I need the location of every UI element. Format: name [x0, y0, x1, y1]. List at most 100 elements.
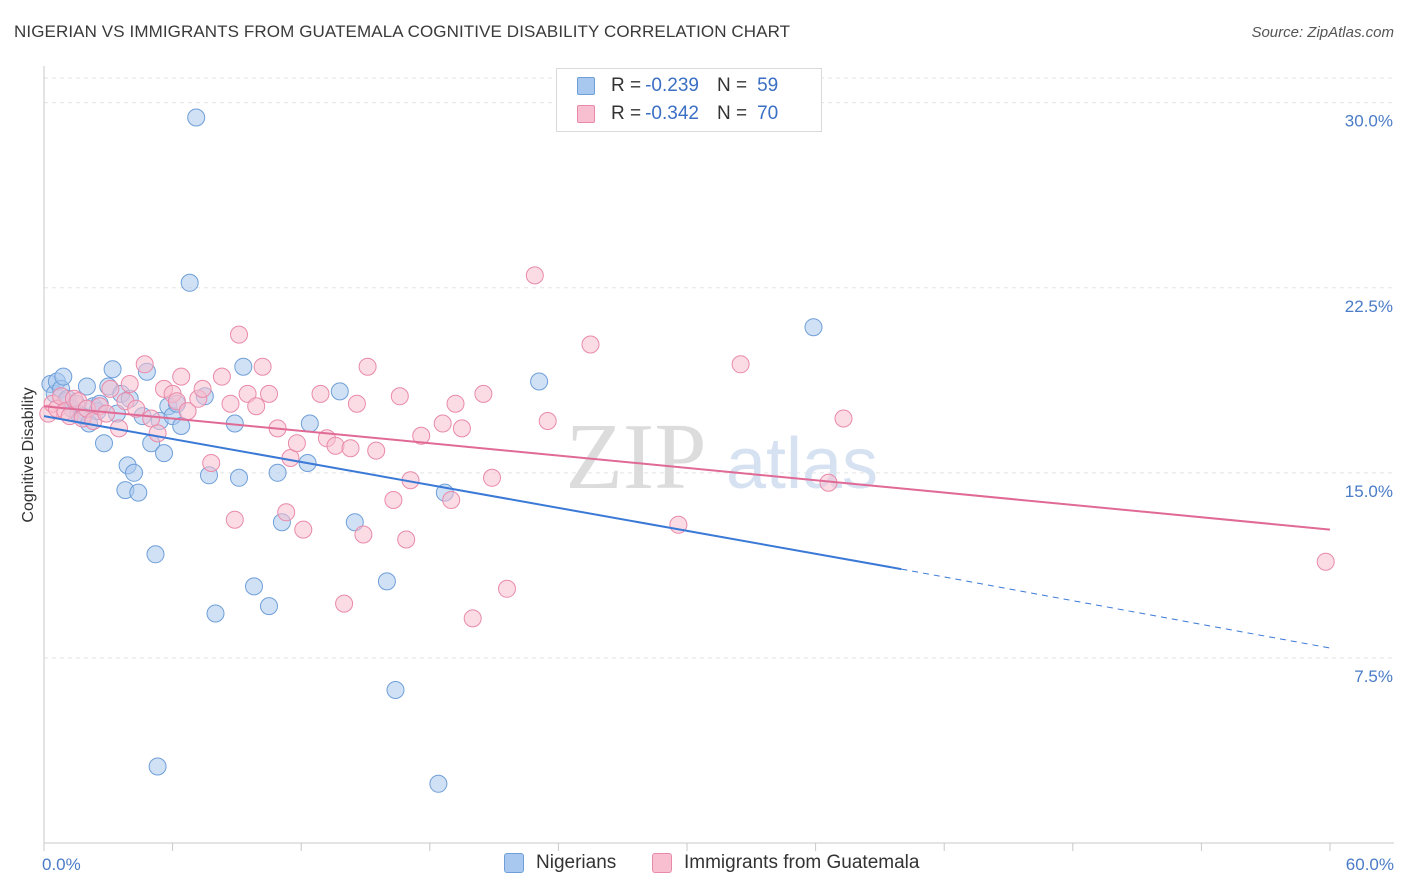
legend-item-guatemala[interactable]: Immigrants from Guatemala — [652, 852, 919, 874]
data-point — [247, 397, 266, 416]
data-point — [245, 577, 263, 596]
data-point — [95, 434, 113, 453]
y-tick-label: 15.0% — [1345, 482, 1393, 501]
data-point — [581, 335, 600, 354]
chart-title: NIGERIAN VS IMMIGRANTS FROM GUATEMALA CO… — [14, 22, 791, 41]
legend-row-guatemala: R = -0.342 N = 70 — [577, 100, 778, 128]
data-point — [77, 377, 96, 396]
data-point — [412, 426, 431, 445]
data-point — [335, 594, 354, 613]
data-point — [452, 419, 471, 438]
data-point — [193, 379, 212, 398]
data-point — [345, 513, 364, 532]
data-point — [1316, 552, 1335, 571]
data-point — [384, 491, 403, 509]
data-point — [125, 463, 143, 482]
data-point — [294, 520, 313, 539]
data-point — [172, 417, 191, 435]
data-point — [347, 394, 366, 413]
legend-n-value: 59 — [757, 75, 779, 96]
data-point — [834, 409, 853, 428]
data-point — [804, 318, 823, 337]
legend-r-value: -0.239 — [645, 75, 699, 96]
data-point — [135, 355, 154, 374]
data-point — [397, 530, 416, 549]
legend-label-guatemala: Immigrants from Guatemala — [684, 852, 920, 873]
data-point — [212, 367, 231, 386]
legend-r-value: -0.342 — [645, 103, 699, 124]
data-point — [311, 384, 330, 403]
data-point — [148, 424, 167, 443]
data-point — [530, 372, 549, 391]
tick-labels: 7.5% 15.0% 22.5% 30.0% 0.0% 60.0% — [42, 112, 1394, 874]
data-point — [377, 572, 396, 591]
data-point — [268, 463, 287, 482]
legend-swatch-nigerians — [504, 853, 524, 873]
data-point — [300, 414, 319, 433]
data-point — [326, 436, 345, 455]
data-point — [260, 384, 278, 403]
data-point — [463, 609, 482, 628]
data-point — [429, 774, 448, 793]
data-point — [341, 439, 360, 458]
legend-n-label: N = — [716, 103, 748, 124]
data-point — [442, 491, 461, 509]
watermark-atlas: atlas — [726, 424, 878, 504]
trend-extension-nigerians — [901, 568, 1331, 649]
data-point — [253, 357, 272, 376]
data-point — [234, 357, 253, 376]
y-tick-label: 30.0% — [1345, 112, 1393, 131]
data-point — [172, 367, 191, 386]
data-point — [446, 394, 465, 413]
legend-swatch-pink — [577, 105, 595, 123]
data-point — [238, 384, 257, 403]
legend-item-nigerians[interactable]: Nigerians — [504, 852, 616, 874]
data-point — [202, 454, 221, 472]
chart-source: Source: ZipAtlas.com — [1251, 24, 1394, 41]
data-point — [483, 468, 501, 487]
data-point — [120, 375, 139, 393]
data-point — [142, 409, 161, 428]
data-point — [180, 273, 199, 292]
y-axis-label: Cognitive Disability — [20, 387, 37, 522]
data-point — [390, 387, 409, 406]
legend-swatch-guatemala — [652, 853, 672, 873]
stats-legend: R = -0.239 N = 59 R = -0.342 N = 70 — [556, 68, 822, 132]
data-point — [277, 503, 296, 522]
data-point — [103, 360, 122, 379]
legend-r-label: R = — [611, 103, 642, 124]
data-points — [39, 108, 1335, 793]
series-legend: Nigerians Immigrants from Guatemala — [0, 852, 1406, 878]
data-point — [538, 412, 557, 430]
legend-n-value: 70 — [757, 103, 779, 124]
legend-row-nigerians: R = -0.239 N = 59 — [577, 72, 778, 100]
legend-r-label: R = — [611, 75, 642, 96]
axes — [43, 66, 1394, 851]
data-point — [367, 441, 386, 460]
data-point — [386, 681, 405, 699]
series-guatemala — [39, 266, 1335, 628]
data-point — [127, 399, 146, 418]
trend-lines — [43, 405, 1331, 649]
data-point — [498, 579, 516, 598]
data-point — [731, 355, 750, 374]
legend-swatch-blue — [577, 77, 595, 95]
data-point — [225, 510, 244, 529]
y-tick-label: 7.5% — [1354, 667, 1393, 686]
watermark-zip: ZIP — [566, 405, 707, 509]
trend-line-nigerians — [43, 415, 902, 571]
watermark: ZIP atlas — [566, 405, 879, 509]
data-point — [230, 468, 248, 487]
data-point — [260, 597, 278, 616]
data-point — [330, 382, 349, 401]
x-tick-label-max: 60.0% — [1346, 855, 1394, 874]
x-tick-label-min: 0.0% — [42, 855, 81, 874]
data-point — [101, 379, 120, 398]
data-point — [230, 325, 248, 344]
data-point — [221, 394, 240, 413]
data-point — [287, 434, 306, 453]
data-point — [54, 367, 73, 386]
data-point — [433, 414, 452, 433]
data-point — [155, 444, 173, 463]
